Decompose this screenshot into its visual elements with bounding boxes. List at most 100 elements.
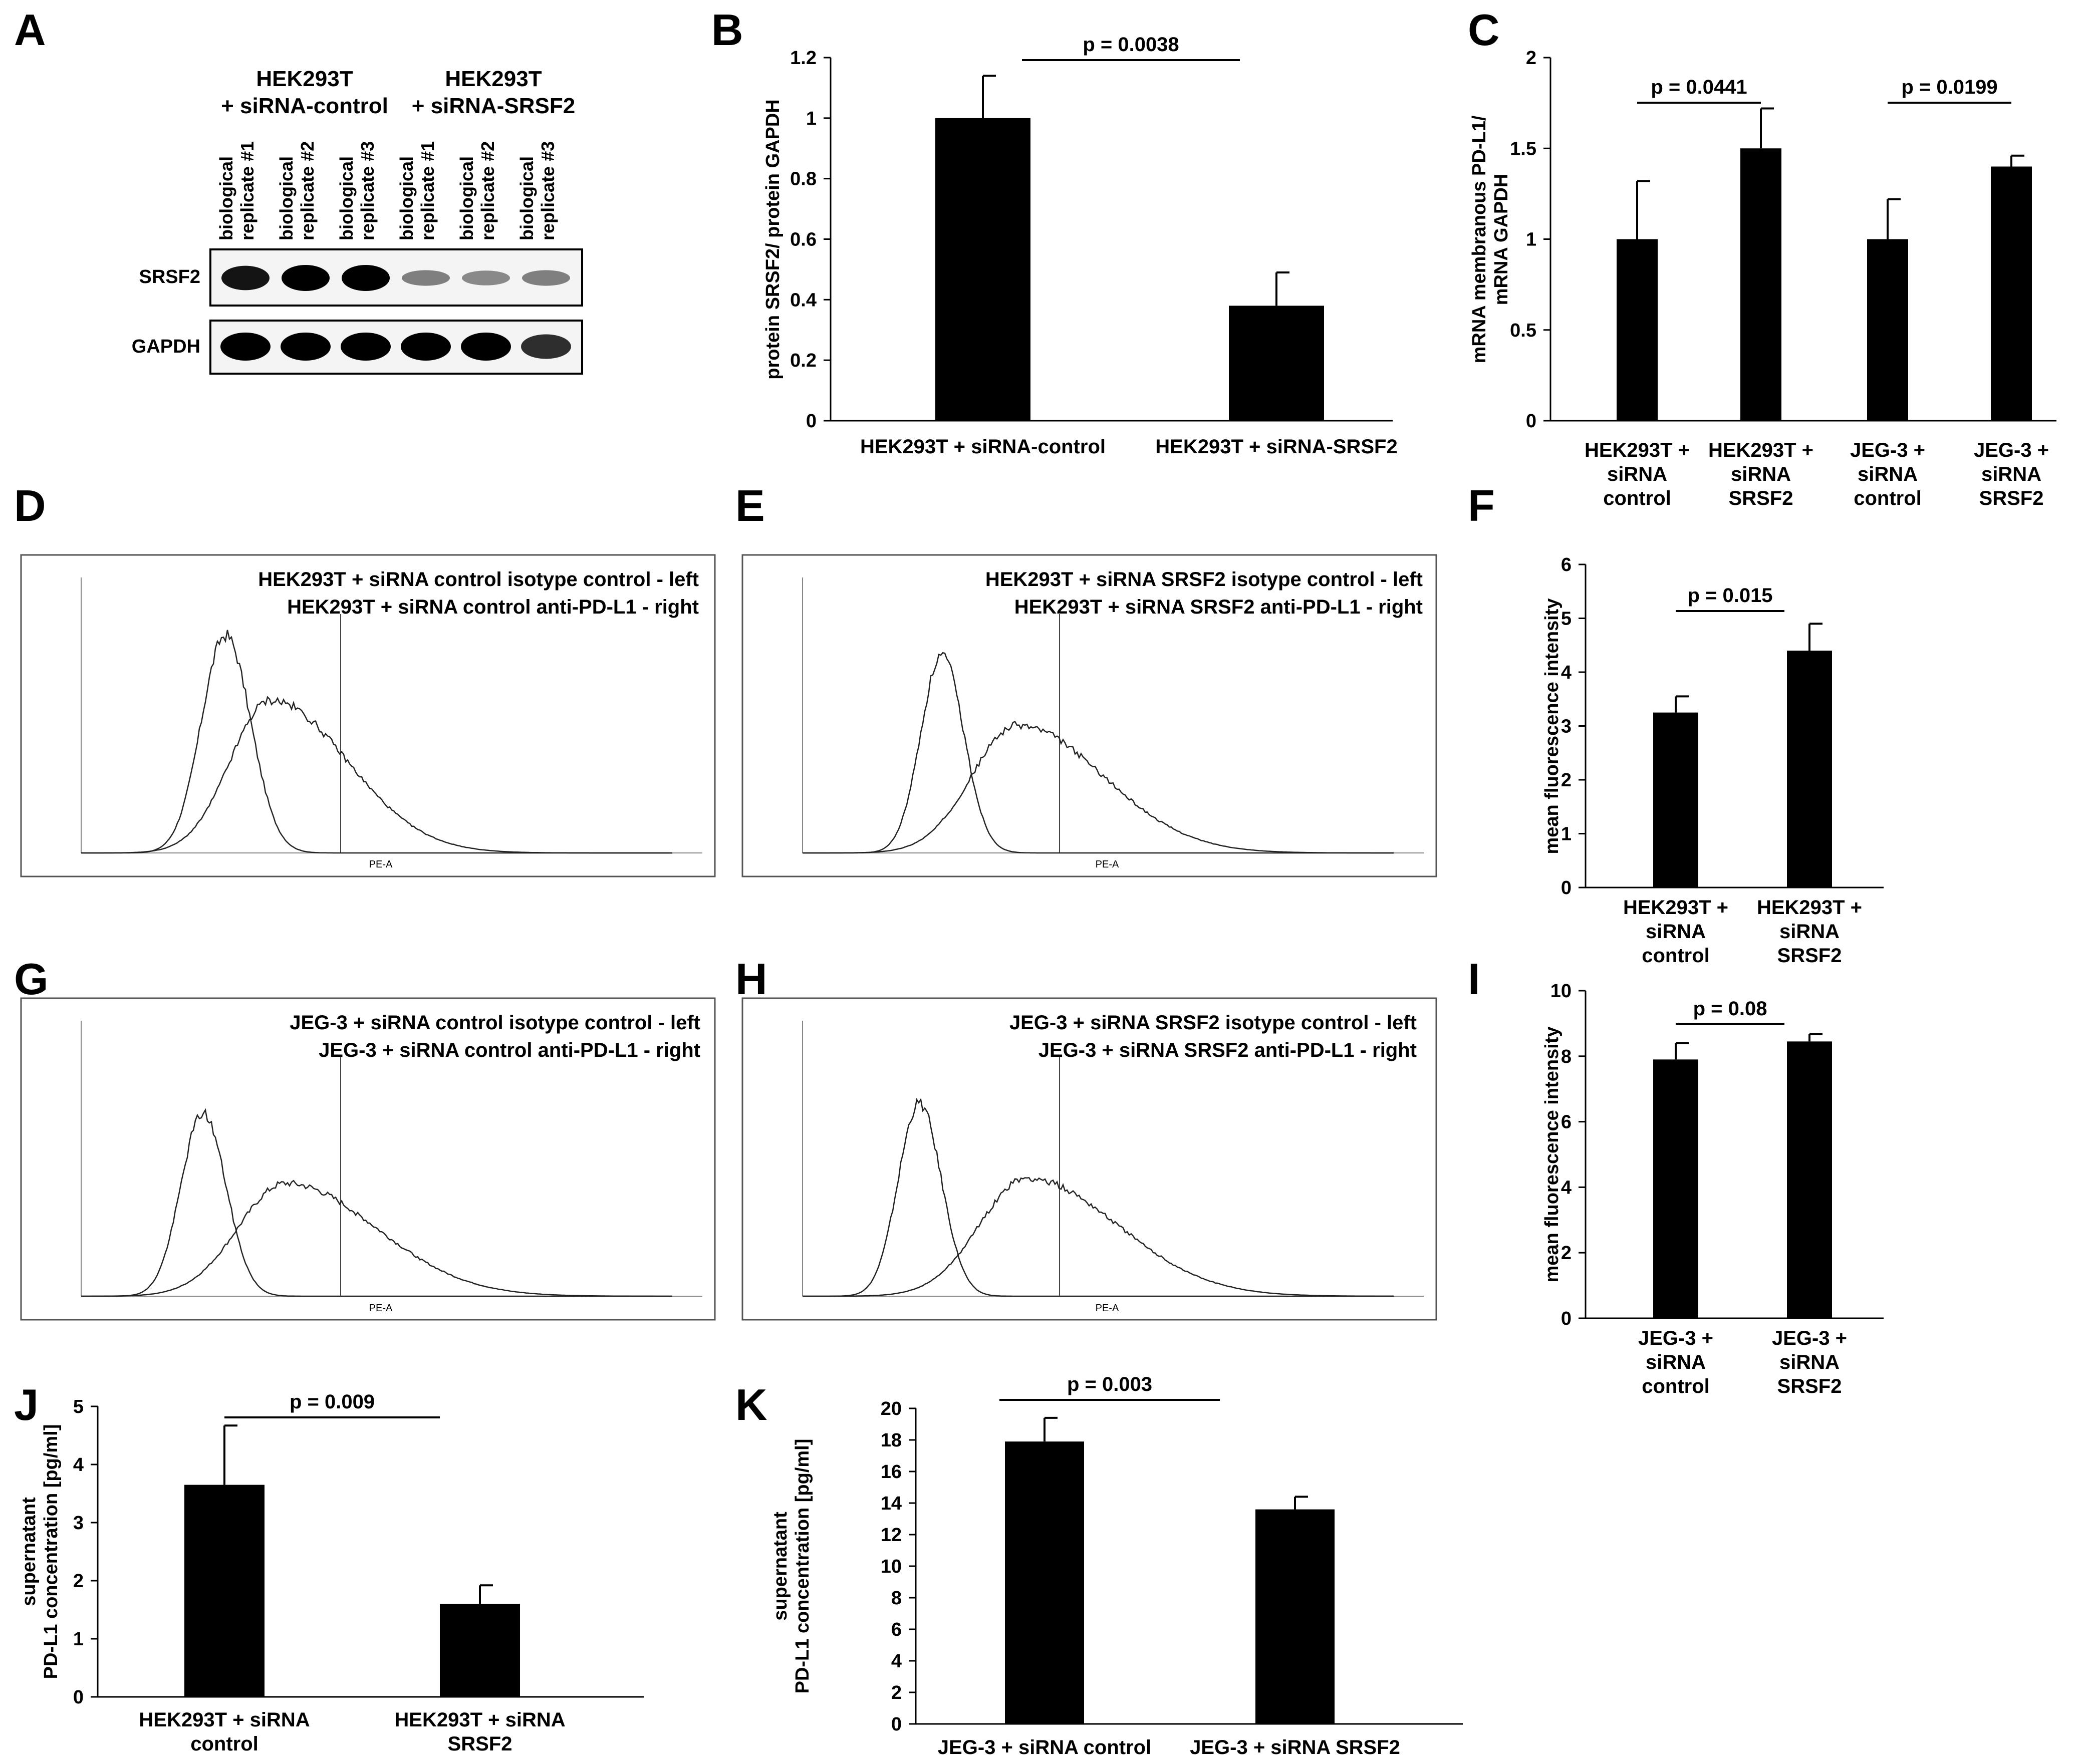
bar xyxy=(1991,166,2032,421)
category-label: control xyxy=(1603,487,1671,509)
flow-histogram xyxy=(81,1021,702,1297)
y-tick-label: 0 xyxy=(73,1687,84,1708)
bar-chart-i: 0 2 4 6 8 10 mean fluorescence intensity JEG-3 … xyxy=(1541,981,1884,1397)
category-label: HEK293T + siRNA xyxy=(139,1709,310,1731)
flow-legend-d-right: HEK293T + siRNA control anti-PD-L1 - rig… xyxy=(287,596,699,618)
flow-frame-e xyxy=(741,554,1437,877)
panel-label-g: G xyxy=(14,954,48,1004)
blot-lane-label: replicate #2 xyxy=(297,141,318,240)
bar xyxy=(440,1604,520,1697)
category-label: control xyxy=(1642,1375,1710,1397)
blot-row-label: GAPDH xyxy=(132,336,200,357)
flow-trace-isotype xyxy=(803,1097,1394,1297)
panel-label-f: F xyxy=(1468,481,1495,530)
panel-label-j: J xyxy=(14,1380,39,1429)
blot-lane-label: biological xyxy=(516,156,537,240)
panel-label-c: C xyxy=(1468,5,1500,55)
y-axis-label: mean fluorescence intensity xyxy=(1541,1026,1563,1282)
category-label: JEG-3 + xyxy=(1850,439,1925,461)
y-tick-label: 20 xyxy=(881,1398,902,1419)
flow-legend-h-right: JEG-3 + siRNA SRSF2 anti-PD-L1 - right xyxy=(1038,1039,1417,1061)
blot-lane-label: replicate #1 xyxy=(417,141,438,240)
blot-group-label: HEK293T xyxy=(445,67,542,91)
panel-label-a: A xyxy=(14,5,46,55)
p-value-label: p = 0.0199 xyxy=(1901,76,1997,98)
blot-lane-label: biological xyxy=(216,156,236,240)
blot-group-label: + siRNA-SRSF2 xyxy=(412,94,575,118)
category-label: siRNA xyxy=(1646,1351,1706,1373)
category-label: JEG-3 + xyxy=(1772,1327,1847,1349)
y-tick-label: 3 xyxy=(1561,716,1572,737)
band-srsf2 xyxy=(462,270,510,285)
p-value-label: p = 0.08 xyxy=(1693,998,1767,1020)
y-axis-label: PD-L1 concentration [pg/ml] xyxy=(41,1424,62,1679)
y-tick-label: 4 xyxy=(1561,1177,1572,1198)
blot-lane-label: biological xyxy=(396,156,417,240)
flow-trace-isotype xyxy=(81,1108,672,1297)
bar-chart-c: 0 0.5 1 1.5 2 mRNA membranous PD-L1/mRNA GAPD… xyxy=(1469,48,2056,509)
category-label: control xyxy=(190,1733,258,1755)
category-label: JEG-3 + siRNA control xyxy=(938,1736,1151,1758)
y-tick-label: 2 xyxy=(1561,770,1572,791)
bar xyxy=(184,1485,265,1697)
category-label: HEK293T + xyxy=(1585,439,1690,461)
y-tick-label: 4 xyxy=(891,1651,902,1672)
y-tick-label: 1 xyxy=(1526,229,1536,250)
category-label: SRSF2 xyxy=(1777,1375,1842,1397)
flow-histogram xyxy=(802,577,1424,854)
flow-legend-h-left: JEG-3 + siRNA SRSF2 isotype control - le… xyxy=(1009,1012,1417,1034)
y-tick-label: 8 xyxy=(1561,1046,1572,1067)
y-tick-label: 18 xyxy=(881,1430,902,1451)
flow-frame-g xyxy=(20,997,716,1321)
y-tick-label: 2 xyxy=(1561,1243,1572,1264)
bar xyxy=(1229,306,1324,421)
y-tick-label: 1 xyxy=(1561,824,1572,845)
y-tick-label: 12 xyxy=(881,1525,902,1546)
band-srsf2 xyxy=(221,265,270,290)
bar-chart-j: 0 1 2 3 4 5 supernatant PD-L1 concentration [pg… xyxy=(19,1391,644,1755)
blot-row-label: SRSF2 xyxy=(139,266,200,287)
p-value-label: p = 0.0441 xyxy=(1651,76,1747,98)
category-label: siRNA xyxy=(1607,463,1667,485)
y-tick-label: 0 xyxy=(1561,877,1572,899)
category-label: siRNA xyxy=(1779,921,1840,943)
band-gapdh xyxy=(281,333,331,361)
y-axis-label: mean fluorescence intensity xyxy=(1541,598,1563,854)
blot-lane-label: replicate #3 xyxy=(538,141,558,240)
flow-histogram xyxy=(802,1021,1424,1297)
y-tick-label: 0.8 xyxy=(790,169,817,190)
y-tick-label: 4 xyxy=(73,1454,84,1476)
bar xyxy=(935,118,1030,421)
panel-label-b: B xyxy=(711,5,743,55)
flow-axis-label-e: PE-A xyxy=(1096,859,1119,870)
flow-trace-anti-pdl1 xyxy=(803,721,1394,854)
blot-group-label: + siRNA-control xyxy=(221,94,388,118)
y-tick-label: 0.6 xyxy=(790,229,817,250)
panel-label-i: I xyxy=(1468,954,1480,1004)
category-label: JEG-3 + xyxy=(1974,439,2049,461)
y-tick-label: 3 xyxy=(73,1513,84,1534)
bar-chart-b: 0 0.2 0.4 0.6 0.8 1 1.2 protein SRSF2/ protein … xyxy=(762,34,1398,458)
bar xyxy=(1005,1441,1084,1724)
y-tick-label: 0.5 xyxy=(1510,320,1536,341)
y-tick-label: 4 xyxy=(1561,662,1572,683)
flow-frame-d xyxy=(20,554,716,877)
y-tick-label: 1 xyxy=(73,1629,84,1650)
y-tick-label: 6 xyxy=(1561,1112,1572,1133)
category-label: HEK293T + xyxy=(1757,897,1862,919)
y-tick-label: 14 xyxy=(881,1493,902,1514)
band-srsf2 xyxy=(522,270,570,286)
category-label: control xyxy=(1642,945,1710,967)
y-tick-label: 0 xyxy=(891,1714,902,1735)
flow-frame-h xyxy=(741,997,1437,1321)
flow-legend-g-right: JEG-3 + siRNA control anti-PD-L1 - right xyxy=(319,1039,700,1061)
category-label: siRNA xyxy=(1779,1351,1840,1373)
flow-histogram xyxy=(81,577,702,854)
y-tick-label: 1.5 xyxy=(1510,138,1536,159)
y-axis-label: PD-L1 concentration [pg/ml] xyxy=(792,1439,813,1694)
blot-group-label: HEK293T xyxy=(256,67,353,91)
p-value-label: p = 0.015 xyxy=(1687,584,1772,607)
panel-label-d: D xyxy=(14,481,46,530)
band-gapdh xyxy=(401,333,451,361)
category-label: SRSF2 xyxy=(1729,487,1793,509)
